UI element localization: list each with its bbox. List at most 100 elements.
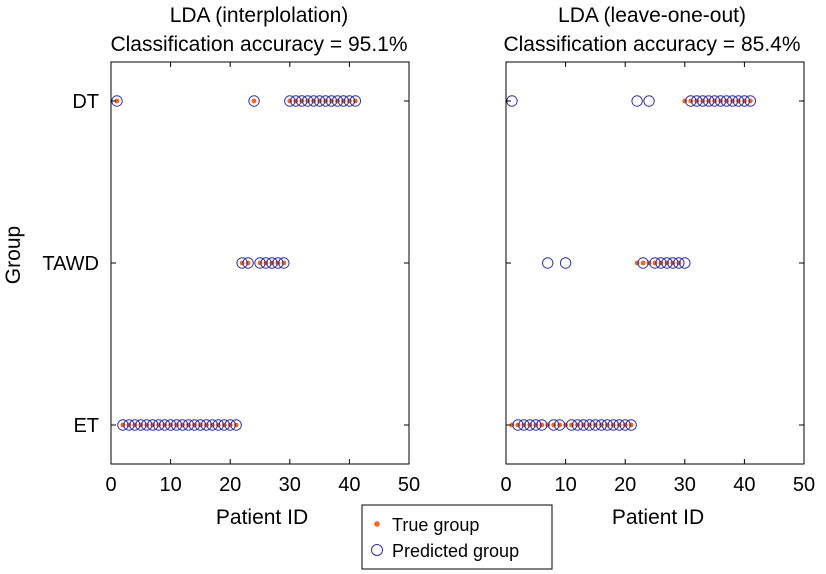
true-group-point	[180, 422, 185, 428]
true-group-point	[311, 98, 317, 104]
predicted-group-point	[158, 419, 171, 431]
true-group-point	[203, 422, 209, 428]
predicted-group-point	[337, 95, 350, 107]
predicted-group-point	[117, 419, 129, 431]
predicted-group-point	[696, 95, 709, 107]
true-group-point	[233, 422, 239, 428]
predicted-group-point	[135, 419, 147, 431]
legend-predicted-group-label: Predicted group	[392, 541, 519, 561]
predicted-group-point	[129, 419, 141, 431]
true-group-point	[610, 422, 616, 428]
chart-panel-leave-one-out: LDA (leave-one-out) Classification accur…	[500, 4, 815, 529]
x-tick-label: 20	[219, 474, 241, 496]
predicted-group-point	[744, 95, 757, 107]
true-group-point	[670, 260, 676, 266]
y-axis-label: Group	[2, 226, 25, 284]
x-tick-label: 40	[338, 474, 360, 496]
y-tick-label: DT	[72, 91, 99, 113]
true-group-point	[652, 260, 658, 266]
predicted-group-point	[325, 95, 338, 107]
true-group-point	[215, 422, 221, 428]
predicted-group-point	[301, 95, 314, 107]
predicted-group-point	[296, 95, 308, 107]
true-group-point	[593, 422, 598, 428]
x-axis-label: Patient ID	[612, 506, 704, 529]
true-group-point	[323, 98, 328, 104]
true-group-point	[706, 98, 712, 104]
predicted-group-point	[230, 419, 242, 431]
predicted-group-point	[542, 257, 554, 269]
predicted-group-point	[236, 257, 248, 269]
chart-title-line-2: Classification accuracy = 95.1%	[110, 33, 407, 56]
true-group-point	[293, 98, 299, 104]
chart-title-line-1: LDA (interplolation)	[170, 4, 349, 27]
predicted-group-point	[655, 257, 667, 269]
true-group-point	[712, 98, 717, 104]
predicted-group-point	[141, 419, 153, 431]
predicted-group-point	[290, 95, 302, 107]
true-group-point	[245, 260, 251, 266]
y-tick-label: TAWD	[42, 253, 99, 275]
plot-area	[506, 95, 757, 431]
true-group-point	[269, 260, 275, 266]
predicted-group-point	[607, 419, 619, 431]
predicted-group-point	[565, 419, 578, 431]
predicted-group-point	[266, 257, 278, 269]
predicted-group-point	[319, 95, 332, 107]
predicted-group-point	[182, 419, 195, 431]
predicted-group-point	[307, 95, 320, 107]
true-group-point	[730, 98, 735, 104]
predicted-group-point	[343, 95, 356, 107]
predicted-group-point	[349, 95, 362, 107]
true-group-point	[126, 422, 132, 428]
true-group-point	[281, 260, 287, 266]
true-group-point	[563, 422, 568, 428]
chart-panel-interpolation: LDA (interplolation) Classification accu…	[2, 4, 420, 529]
x-tick-label: 0	[105, 474, 116, 496]
true-group-point	[192, 422, 197, 428]
true-group-point	[150, 422, 156, 428]
predicted-group-point	[708, 95, 721, 107]
true-group-point	[317, 98, 322, 104]
legend-predicted-group-marker	[371, 544, 383, 556]
true-group-point	[527, 422, 533, 428]
predicted-group-point	[530, 419, 542, 431]
true-group-point	[198, 422, 203, 428]
predicted-group-point	[176, 419, 189, 431]
predicted-group-point	[625, 419, 637, 431]
true-group-point	[616, 422, 622, 428]
true-group-point	[186, 422, 191, 428]
predicted-group-point	[613, 419, 625, 431]
true-group-point	[329, 98, 334, 104]
true-group-point	[341, 98, 346, 104]
predicted-group-point	[691, 95, 703, 107]
true-group-point	[132, 422, 138, 428]
predicted-group-point	[224, 419, 236, 431]
predicted-group-point	[589, 419, 602, 431]
predicted-group-point	[702, 95, 715, 107]
true-group-point	[174, 422, 179, 428]
true-group-point	[299, 98, 305, 104]
predicted-group-point	[720, 95, 733, 107]
true-group-point	[736, 98, 741, 104]
true-group-point	[263, 260, 269, 266]
predicted-group-point	[714, 95, 727, 107]
y-tick-label: ET	[73, 415, 99, 437]
predicted-group-point	[164, 419, 177, 431]
true-group-point	[747, 98, 753, 104]
true-group-point	[251, 98, 257, 104]
true-group-point	[581, 422, 586, 428]
true-group-point	[533, 422, 539, 428]
true-group-point	[168, 422, 174, 428]
predicted-group-point	[218, 419, 230, 431]
predicted-group-point	[667, 257, 679, 269]
predicted-group-point	[631, 95, 643, 107]
true-group-point	[335, 98, 340, 104]
true-group-point	[515, 422, 521, 428]
true-group-point	[221, 422, 227, 428]
predicted-group-point	[331, 95, 344, 107]
chart-title-line-2: Classification accuracy = 85.4%	[503, 33, 800, 56]
predicted-group-point	[518, 419, 530, 431]
legend: True group Predicted group	[361, 504, 553, 570]
